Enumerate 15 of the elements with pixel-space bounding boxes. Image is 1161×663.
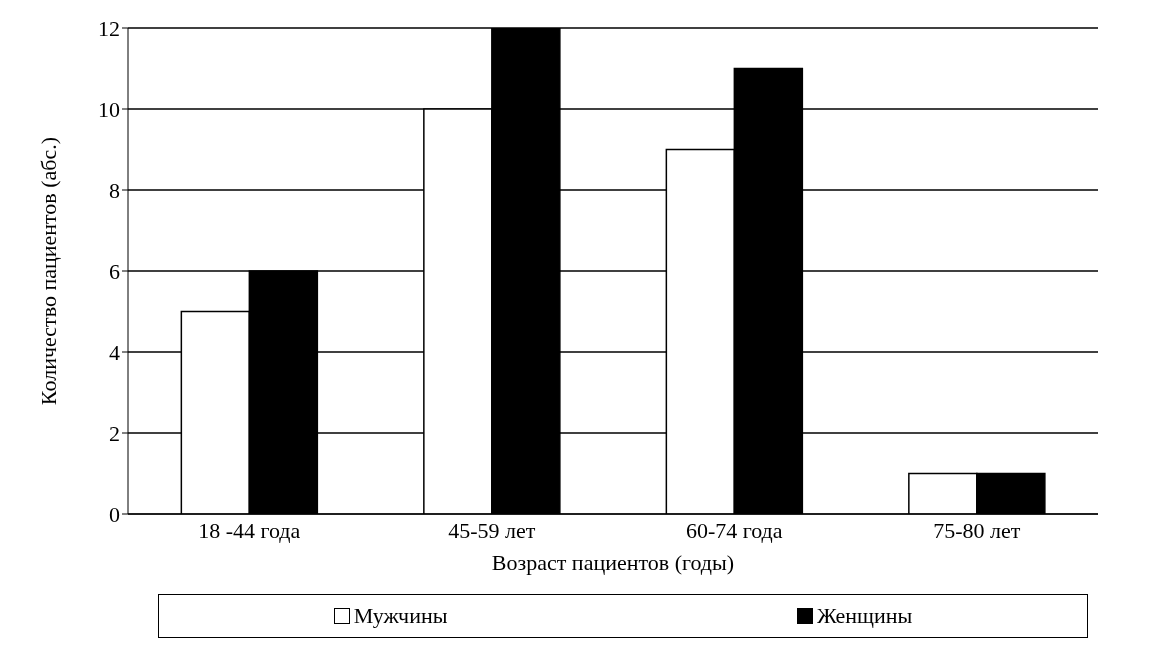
x-tick-label: 60-74 года xyxy=(685,517,783,543)
y-tick-label: 8 xyxy=(109,177,120,203)
y-tick-label: 4 xyxy=(109,339,120,365)
legend-label: Женщины xyxy=(815,603,913,629)
x-axis-title: Возраст пациентов (годы) xyxy=(491,549,735,575)
x-tick-label: 45-59 лет xyxy=(448,517,536,543)
y-tick-label: 2 xyxy=(109,420,120,446)
y-tick-label: 12 xyxy=(98,15,120,41)
x-tick-label: 75-80 лет xyxy=(933,517,1021,543)
y-tick-label: 0 xyxy=(109,501,120,527)
y-tick-label: 6 xyxy=(109,258,120,284)
legend-label: Мужчины xyxy=(352,603,448,629)
x-tick-label: 18 -44 года xyxy=(198,517,301,543)
y-tick-label: 10 xyxy=(98,96,120,122)
y-axis-title: Количество пациентов (абс.) xyxy=(35,136,61,406)
